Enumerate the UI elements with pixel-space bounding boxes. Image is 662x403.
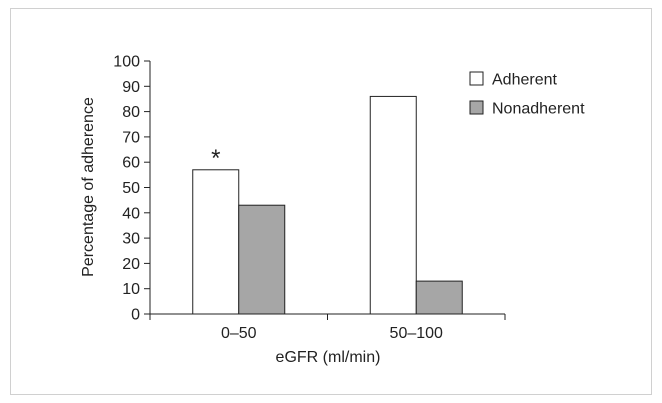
y-tick-label: 60 bbox=[122, 155, 140, 172]
y-tick-label: 40 bbox=[122, 205, 140, 222]
y-axis-label: Percentage of adherence bbox=[80, 97, 97, 277]
x-ticks-group: 0–50 50–100 bbox=[149, 314, 506, 342]
annotations-group: * bbox=[211, 145, 220, 172]
x-tick-label: 0–50 bbox=[221, 325, 257, 342]
bars-group bbox=[192, 95, 463, 315]
y-tick-label: 70 bbox=[122, 129, 140, 146]
bar-nonadherent-2 bbox=[415, 280, 463, 315]
y-tick-label: 100 bbox=[113, 54, 140, 71]
legend-label-adherent: Adherent bbox=[492, 72, 557, 89]
bar-adherent-2 bbox=[369, 95, 417, 315]
legend-label-nonadherent: Nonadherent bbox=[492, 101, 585, 118]
x-axis-label: eGFR (ml/min) bbox=[276, 349, 381, 366]
significance-marker: * bbox=[211, 145, 220, 172]
y-tick-label: 90 bbox=[122, 79, 140, 96]
x-tick-label: 50–100 bbox=[390, 325, 443, 342]
legend-swatch-nonadherent bbox=[469, 100, 484, 115]
legend: Adherent Nonadherent bbox=[469, 71, 585, 118]
y-tick-label: 30 bbox=[122, 231, 140, 248]
y-tick-label: 0 bbox=[131, 307, 140, 324]
bar-adherent-1 bbox=[192, 169, 240, 315]
legend-swatch-adherent bbox=[469, 71, 484, 86]
figure-frame bbox=[10, 8, 652, 395]
y-tick-label: 80 bbox=[122, 104, 140, 121]
y-tick-label: 50 bbox=[122, 180, 140, 197]
y-tick-label: 10 bbox=[122, 281, 140, 298]
y-ticks-group: 0 10 20 30 40 50 60 70 80 90 100 bbox=[113, 54, 150, 324]
bar-nonadherent-1 bbox=[238, 204, 286, 315]
y-tick-label: 20 bbox=[122, 256, 140, 273]
